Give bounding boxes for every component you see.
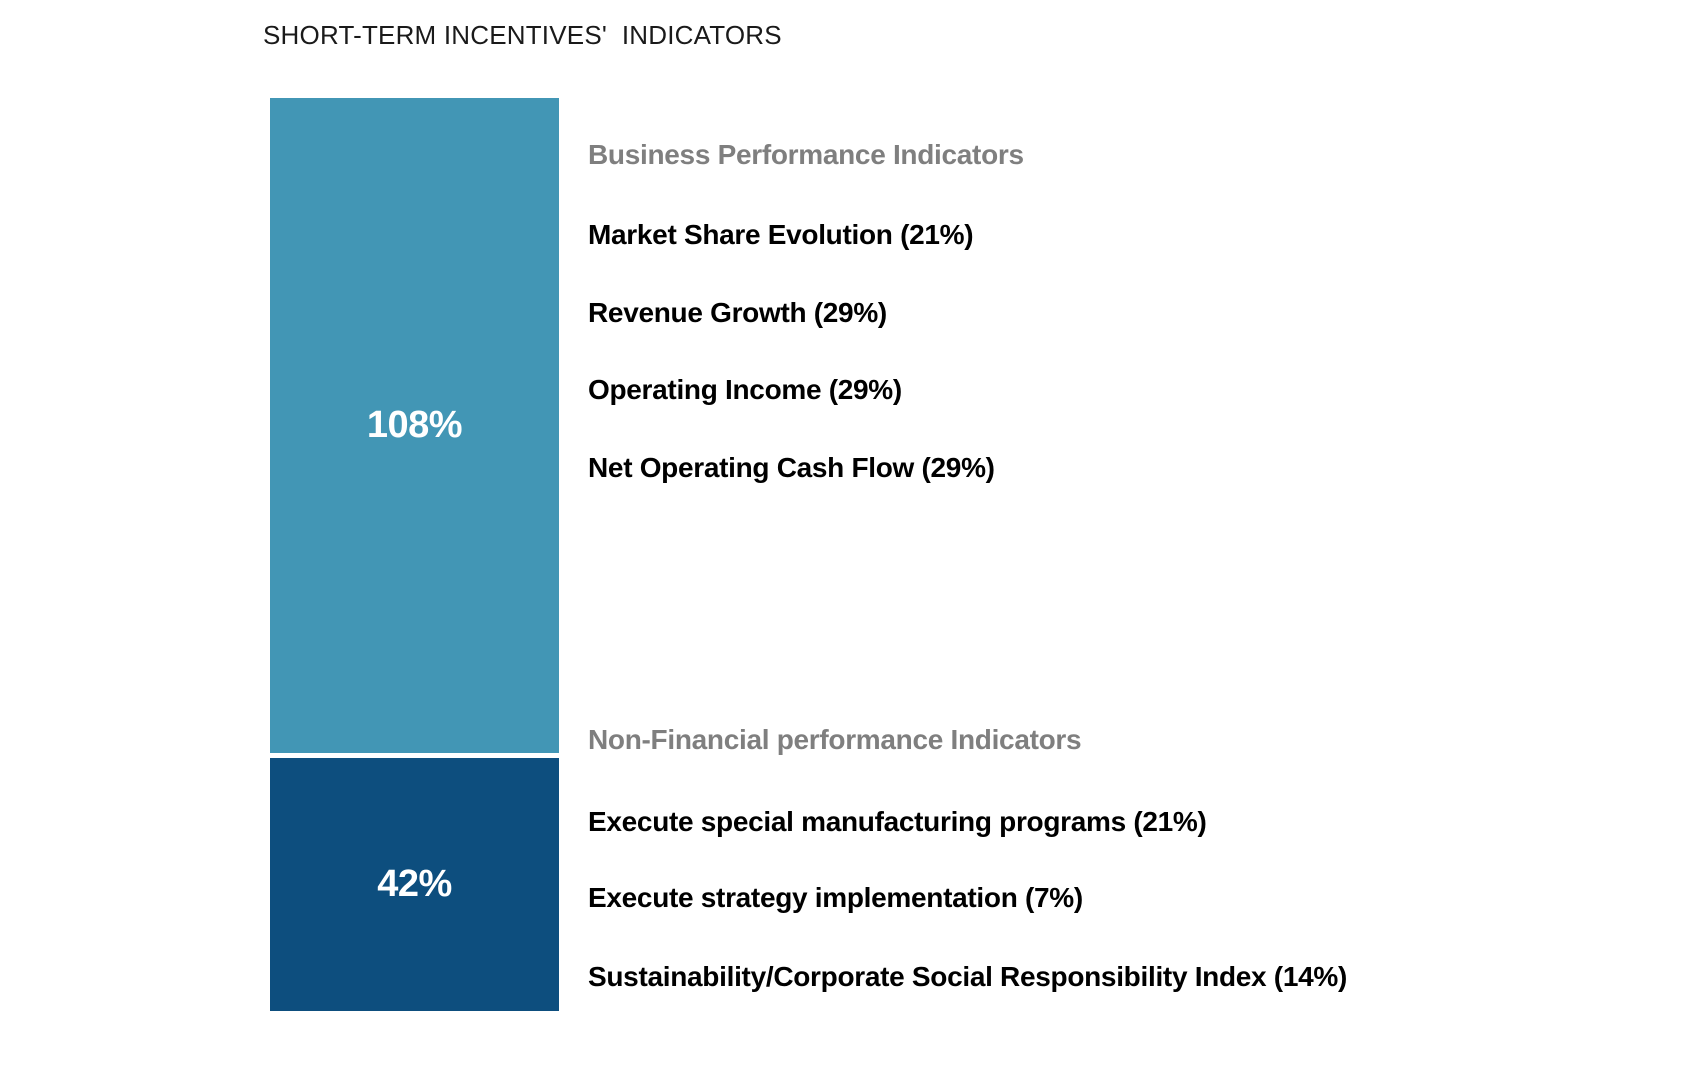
indicator-label-strategy-implementation: Execute strategy implementation (7%) [588, 882, 1083, 913]
indicator-label-net-operating-cash-flow: Net Operating Cash Flow (29%) [588, 452, 995, 483]
indicator-label-revenue-growth: Revenue Growth (29%) [588, 297, 887, 328]
indicator-label-sustainability-csr-index: Sustainability/Corporate Social Responsi… [588, 961, 1347, 992]
bar-segment-business-performance: 108% [270, 98, 559, 753]
indicator-label-operating-income: Operating Income (29%) [588, 374, 902, 405]
indicator-label-manufacturing-programs: Execute special manufacturing programs (… [588, 806, 1207, 837]
chart-title: SHORT-TERM INCENTIVES' INDICATORS [263, 20, 782, 50]
group-header-business-performance: Business Performance Indicators [588, 139, 1024, 170]
bar-value-label-business: 108% [366, 404, 463, 446]
indicator-label-market-share: Market Share Evolution (21%) [588, 219, 974, 250]
bar-segment-non-financial: 42% [270, 758, 559, 1011]
group-header-non-financial: Non-Financial performance Indicators [588, 724, 1082, 755]
stacked-bar-column: 108% 42% [270, 98, 559, 1011]
bar-value-label-non-financial: 42% [377, 863, 452, 905]
